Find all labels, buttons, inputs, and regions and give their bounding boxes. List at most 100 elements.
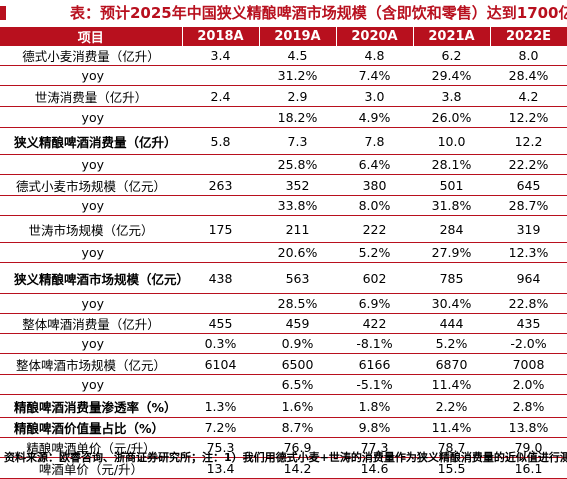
value-cell: 422 bbox=[336, 313, 413, 334]
value-cell: 2.4 bbox=[182, 85, 259, 107]
value-cell: 8.7% bbox=[259, 417, 336, 438]
value-cell bbox=[182, 65, 259, 86]
value-cell: 444 bbox=[413, 313, 490, 334]
row-label: 精酿啤酒消费量渗透率（%） bbox=[0, 394, 182, 418]
value-cell: 501 bbox=[413, 174, 490, 196]
value-cell: 785 bbox=[413, 262, 490, 294]
value-cell: 6.5% bbox=[259, 374, 336, 395]
value-cell: 7008 bbox=[490, 353, 567, 375]
value-cell: 31.2% bbox=[259, 65, 336, 86]
value-cell: 2.8% bbox=[490, 394, 567, 418]
value-cell: 79.0 bbox=[490, 437, 567, 458]
value-cell: 1.8% bbox=[336, 394, 413, 418]
value-cell: 438 bbox=[182, 262, 259, 294]
table-row: 精酿啤酒消费量渗透率（%） 1.3% 1.6% 1.8% 2.2% 2.8% bbox=[0, 394, 567, 418]
value-cell: 28.7% bbox=[490, 195, 567, 216]
value-cell: 9.8% bbox=[336, 417, 413, 438]
value-cell: 0.3% bbox=[182, 333, 259, 354]
value-cell: 211 bbox=[259, 215, 336, 243]
row-label: 德式小麦市场规模（亿元） bbox=[0, 174, 182, 196]
value-cell: 27.9% bbox=[413, 242, 490, 263]
value-cell: 26.0% bbox=[413, 106, 490, 128]
table-row: yoy 20.6% 5.2% 27.9% 12.3% bbox=[0, 242, 567, 263]
value-cell: 7.4% bbox=[336, 65, 413, 86]
value-cell: 4.5 bbox=[259, 46, 336, 66]
source-note: 资料来源：欧睿咨询、浙商证券研究所；注：1）我们用德式小麦+世涛的消费量作为狭义… bbox=[4, 451, 567, 464]
table-row: yoy 28.5% 6.9% 30.4% 22.8% bbox=[0, 293, 567, 314]
table-row: yoy 33.8% 8.0% 31.8% 28.7% bbox=[0, 195, 567, 216]
value-cell bbox=[182, 374, 259, 395]
value-cell: -2.0% bbox=[490, 333, 567, 354]
table-row: 狭义精酿啤酒市场规模（亿元） 438 563 602 785 964 bbox=[0, 262, 567, 294]
row-label: yoy bbox=[0, 195, 182, 216]
value-cell: 31.8% bbox=[413, 195, 490, 216]
value-cell: 11.4% bbox=[413, 417, 490, 438]
value-cell: 4.8 bbox=[336, 46, 413, 66]
header-cell: 项目 bbox=[0, 27, 183, 46]
value-cell: 0.9% bbox=[259, 333, 336, 354]
value-cell: 2.9 bbox=[259, 85, 336, 107]
value-cell: 380 bbox=[336, 174, 413, 196]
row-label: yoy bbox=[0, 65, 182, 86]
value-cell bbox=[182, 106, 259, 128]
value-cell: 2.2% bbox=[413, 394, 490, 418]
value-cell: 22.8% bbox=[490, 293, 567, 314]
value-cell: 435 bbox=[490, 313, 567, 334]
table-title: 表：预计2025年中国狭义精酿啤酒市场规模（含即饮和零售）达到1700亿，202 bbox=[0, 0, 567, 26]
row-label: 世涛消费量（亿升） bbox=[0, 85, 182, 107]
value-cell: 4.2 bbox=[490, 85, 567, 107]
table-row: 德式小麦市场规模（亿元） 263 352 380 501 645 bbox=[0, 174, 567, 196]
table-row: yoy 0.3% 0.9% -8.1% 5.2% -2.0% bbox=[0, 333, 567, 354]
value-cell: 455 bbox=[182, 313, 259, 334]
value-cell: 5.2% bbox=[413, 333, 490, 354]
data-table: 项目 2018A 2019A 2020A 2021A 2022E 德式小麦消费量… bbox=[0, 27, 567, 479]
value-cell: 78.7 bbox=[413, 437, 490, 458]
row-label: 精酿啤酒单价（元/升） bbox=[0, 437, 182, 458]
value-cell: 76.9 bbox=[259, 437, 336, 458]
value-cell: 5.2% bbox=[336, 242, 413, 263]
value-cell: 33.8% bbox=[259, 195, 336, 216]
value-cell: 18.2% bbox=[259, 106, 336, 128]
value-cell: 75.3 bbox=[182, 437, 259, 458]
value-cell: 7.2% bbox=[182, 417, 259, 438]
value-cell: 11.4% bbox=[413, 374, 490, 395]
value-cell: 8.0% bbox=[336, 195, 413, 216]
row-label: yoy bbox=[0, 154, 182, 175]
title-accent-bar bbox=[0, 6, 6, 20]
header-cell: 2019A bbox=[259, 27, 337, 46]
header-cell: 2021A bbox=[413, 27, 491, 46]
row-label: 德式小麦消费量（亿升） bbox=[0, 46, 182, 66]
table-row: 精酿啤酒单价（元/升） 75.3 76.9 77.3 78.7 79.0 bbox=[0, 437, 567, 458]
row-label: 狭义精酿啤酒消费量（亿升） bbox=[0, 127, 182, 155]
value-cell: 222 bbox=[336, 215, 413, 243]
value-cell bbox=[182, 195, 259, 216]
value-cell: 6500 bbox=[259, 353, 336, 375]
value-cell: 964 bbox=[490, 262, 567, 294]
row-label: 狭义精酿啤酒市场规模（亿元） bbox=[0, 262, 182, 294]
row-label: 整体啤酒市场规模（亿元） bbox=[0, 353, 182, 375]
value-cell: 28.4% bbox=[490, 65, 567, 86]
value-cell: 20.6% bbox=[259, 242, 336, 263]
value-cell: 25.8% bbox=[259, 154, 336, 175]
header-cell: 2018A bbox=[182, 27, 260, 46]
value-cell: 13.8% bbox=[490, 417, 567, 438]
row-label: yoy bbox=[0, 242, 182, 263]
value-cell: 3.4 bbox=[182, 46, 259, 66]
value-cell: 6870 bbox=[413, 353, 490, 375]
value-cell: 175 bbox=[182, 215, 259, 243]
value-cell: 12.2 bbox=[490, 127, 567, 155]
value-cell: 284 bbox=[413, 215, 490, 243]
value-cell: 22.2% bbox=[490, 154, 567, 175]
value-cell: 10.0 bbox=[413, 127, 490, 155]
value-cell: 352 bbox=[259, 174, 336, 196]
value-cell bbox=[182, 293, 259, 314]
row-label: 精酿啤酒价值量占比（%） bbox=[0, 417, 182, 438]
value-cell: 1.6% bbox=[259, 394, 336, 418]
value-cell: 645 bbox=[490, 174, 567, 196]
value-cell: 28.5% bbox=[259, 293, 336, 314]
row-label: 整体啤酒消费量（亿升） bbox=[0, 313, 182, 334]
table-row: yoy 6.5% -5.1% 11.4% 2.0% bbox=[0, 374, 567, 395]
value-cell: 6.4% bbox=[336, 154, 413, 175]
value-cell: 319 bbox=[490, 215, 567, 243]
table-row: 世涛消费量（亿升） 2.4 2.9 3.0 3.8 4.2 bbox=[0, 85, 567, 107]
